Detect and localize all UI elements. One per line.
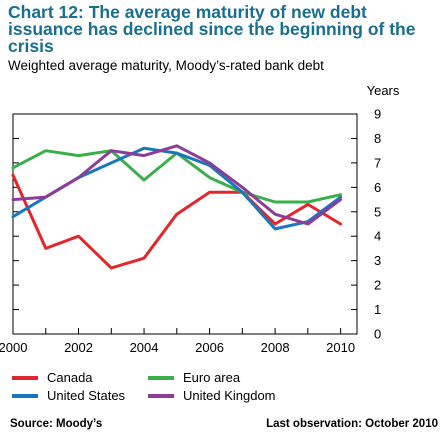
legend-label-euro-area: Euro area [183,370,241,385]
legend-label-united-kingdom: United Kingdom [183,388,276,403]
last-observation-note: Last observation: October 2010 [266,418,438,430]
legend-swatch-canada [12,375,38,380]
y-axis-unit: Years [367,83,400,98]
y-tick-label-7: 7 [374,155,381,170]
plot-frame [12,113,358,335]
y-tick-label-5: 5 [374,204,381,219]
y-tick-label-0: 0 [374,327,381,342]
x-tick-label-2006: 2006 [195,340,224,355]
y-tick-label-1: 1 [374,302,381,317]
x-tick-label-2010: 2010 [326,340,355,355]
x-tick-label-2002: 2002 [64,340,93,355]
x-tick-label-2004: 2004 [130,340,159,355]
y-tick-label-4: 4 [374,229,381,244]
chart-title: Chart 12: The average maturity of new de… [8,2,416,56]
x-tick-label-2000: 2000 [0,340,27,355]
y-tick-label-2: 2 [374,278,381,293]
legend-item-euro-area: Euro area [148,370,240,385]
y-tick-label-9: 9 [374,107,381,122]
legend-item-united-kingdom: United Kingdom [148,388,276,403]
y-tick-label-3: 3 [374,253,381,268]
y-tick-label-6: 6 [374,180,381,195]
series-line-united-kingdom [11,144,343,226]
legend-swatch-united-kingdom [148,393,174,398]
legend-swatch-euro-area [148,375,174,380]
legend-item-united-states: United States [12,388,125,403]
legend-label-united-states: United States [47,388,126,403]
y-tick-label-8: 8 [374,131,381,146]
legend-label-canada: Canada [47,370,93,385]
source-note: Source: Moody’s [10,418,103,430]
chart-subtitle: Weighted average maturity, Moody’s-rated… [8,58,324,73]
legend-swatch-united-states [12,393,38,398]
legend-item-canada: Canada [12,370,93,385]
series-line-euro-area [11,149,343,204]
x-tick-label-2008: 2008 [261,340,290,355]
